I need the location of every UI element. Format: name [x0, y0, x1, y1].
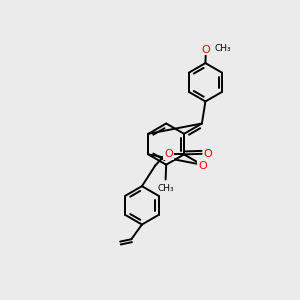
Text: CH₃: CH₃ — [214, 44, 231, 53]
Text: O: O — [198, 161, 207, 171]
Text: O: O — [202, 45, 210, 55]
Text: CH₃: CH₃ — [157, 184, 174, 193]
Text: O: O — [204, 149, 213, 159]
Text: O: O — [164, 149, 173, 159]
